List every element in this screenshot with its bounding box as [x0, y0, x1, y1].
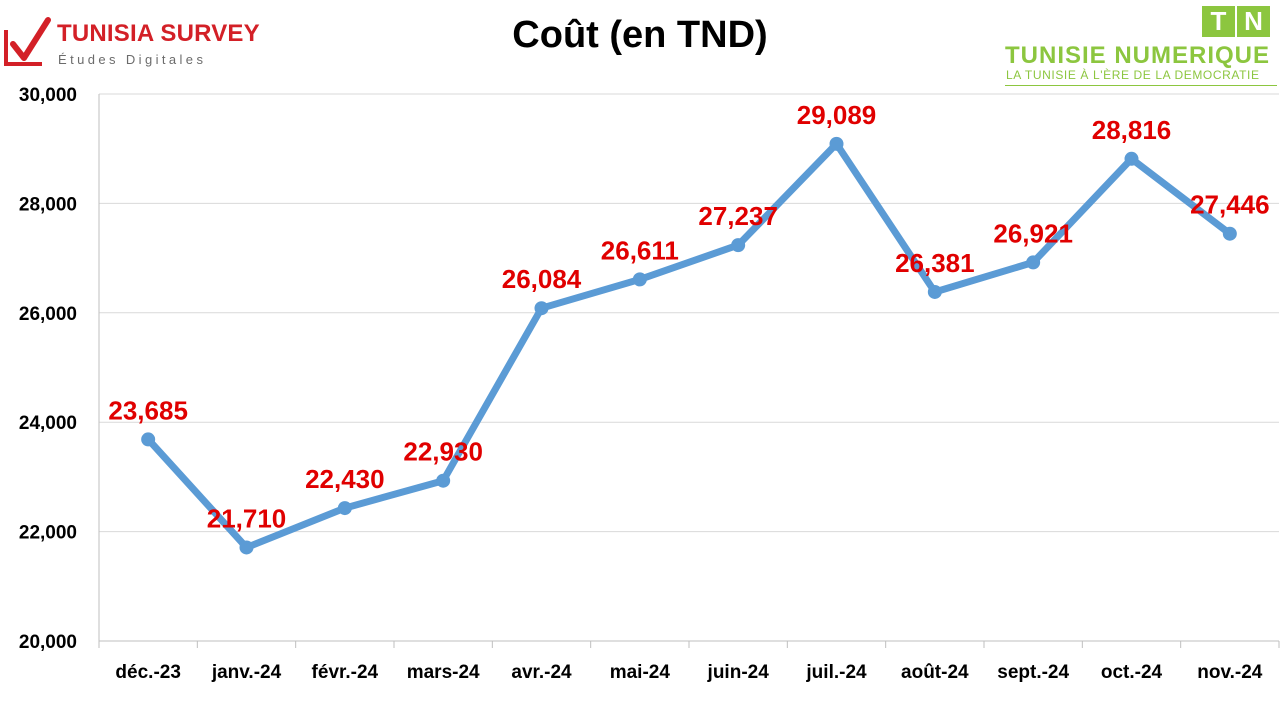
- tn-badge-n: N: [1237, 6, 1270, 37]
- data-point: [534, 301, 549, 316]
- data-label: 23,685: [108, 395, 188, 425]
- data-point: [1026, 255, 1041, 270]
- data-point: [927, 284, 942, 299]
- data-point: [239, 540, 254, 555]
- x-tick-label: oct.-24: [1101, 662, 1163, 683]
- chart-title: Coût (en TND): [512, 14, 768, 56]
- x-tick-label: juil.-24: [805, 662, 867, 683]
- data-label: 26,611: [601, 235, 679, 265]
- data-point: [1222, 226, 1237, 241]
- data-label: 26,921: [993, 218, 1073, 248]
- data-label: 26,381: [895, 248, 975, 278]
- data-label: 22,430: [305, 464, 385, 494]
- logo-right-tagline: LA TUNISIE À L'ÈRE DE LA DEMOCRATIE: [1006, 68, 1260, 82]
- tn-badge: T N: [1202, 6, 1270, 37]
- logo-right-name: TUNISIE NUMERIQUE: [1005, 42, 1271, 69]
- data-label: 26,084: [502, 264, 582, 294]
- x-tick-label: déc.-23: [115, 662, 180, 683]
- x-tick-label: mars-24: [407, 662, 480, 683]
- x-tick-label: sept.-24: [997, 662, 1069, 683]
- data-label: 21,710: [207, 503, 287, 533]
- x-tick-label: avr.-24: [511, 662, 572, 683]
- checkmark-icon: [4, 17, 51, 66]
- data-label: 28,816: [1092, 115, 1172, 145]
- logo-left-tagline: Études Digitales: [58, 52, 207, 67]
- data-point: [632, 272, 647, 287]
- data-label: 27,446: [1190, 190, 1270, 220]
- y-tick-label: 26,000: [19, 304, 77, 325]
- x-tick-label: août-24: [901, 662, 969, 683]
- x-tick-label: nov.-24: [1197, 662, 1263, 683]
- data-point: [829, 136, 844, 151]
- x-tick-label: janv.-24: [211, 662, 282, 683]
- x-tick-label: mai-24: [610, 662, 671, 683]
- data-label: 22,930: [403, 437, 483, 467]
- data-point: [337, 501, 352, 516]
- y-tick-label: 24,000: [19, 413, 77, 434]
- x-tick-label: févr.-24: [312, 662, 379, 683]
- y-tick-label: 30,000: [19, 85, 77, 106]
- data-label: 27,237: [698, 201, 778, 231]
- y-tick-label: 20,000: [19, 632, 77, 653]
- y-tick-label: 28,000: [19, 194, 77, 215]
- logo-left-name: TUNISIA SURVEY: [57, 20, 260, 47]
- data-label: 29,089: [797, 100, 877, 130]
- x-tick-label: juin-24: [707, 662, 770, 683]
- data-point: [141, 432, 156, 447]
- tn-badge-t: T: [1202, 6, 1235, 37]
- tunisie-numerique-logo: T N TUNISIE NUMERIQUE LA TUNISIE À L'ÈRE…: [1000, 4, 1280, 88]
- y-tick-label: 22,000: [19, 523, 77, 544]
- logo-right-divider: [1005, 85, 1277, 86]
- tunisia-survey-logo: TUNISIA SURVEY Études Digitales: [0, 8, 270, 68]
- series-line: [144, 140, 1234, 551]
- data-point: [1124, 151, 1139, 166]
- data-point: [436, 473, 451, 488]
- data-point: [731, 238, 746, 253]
